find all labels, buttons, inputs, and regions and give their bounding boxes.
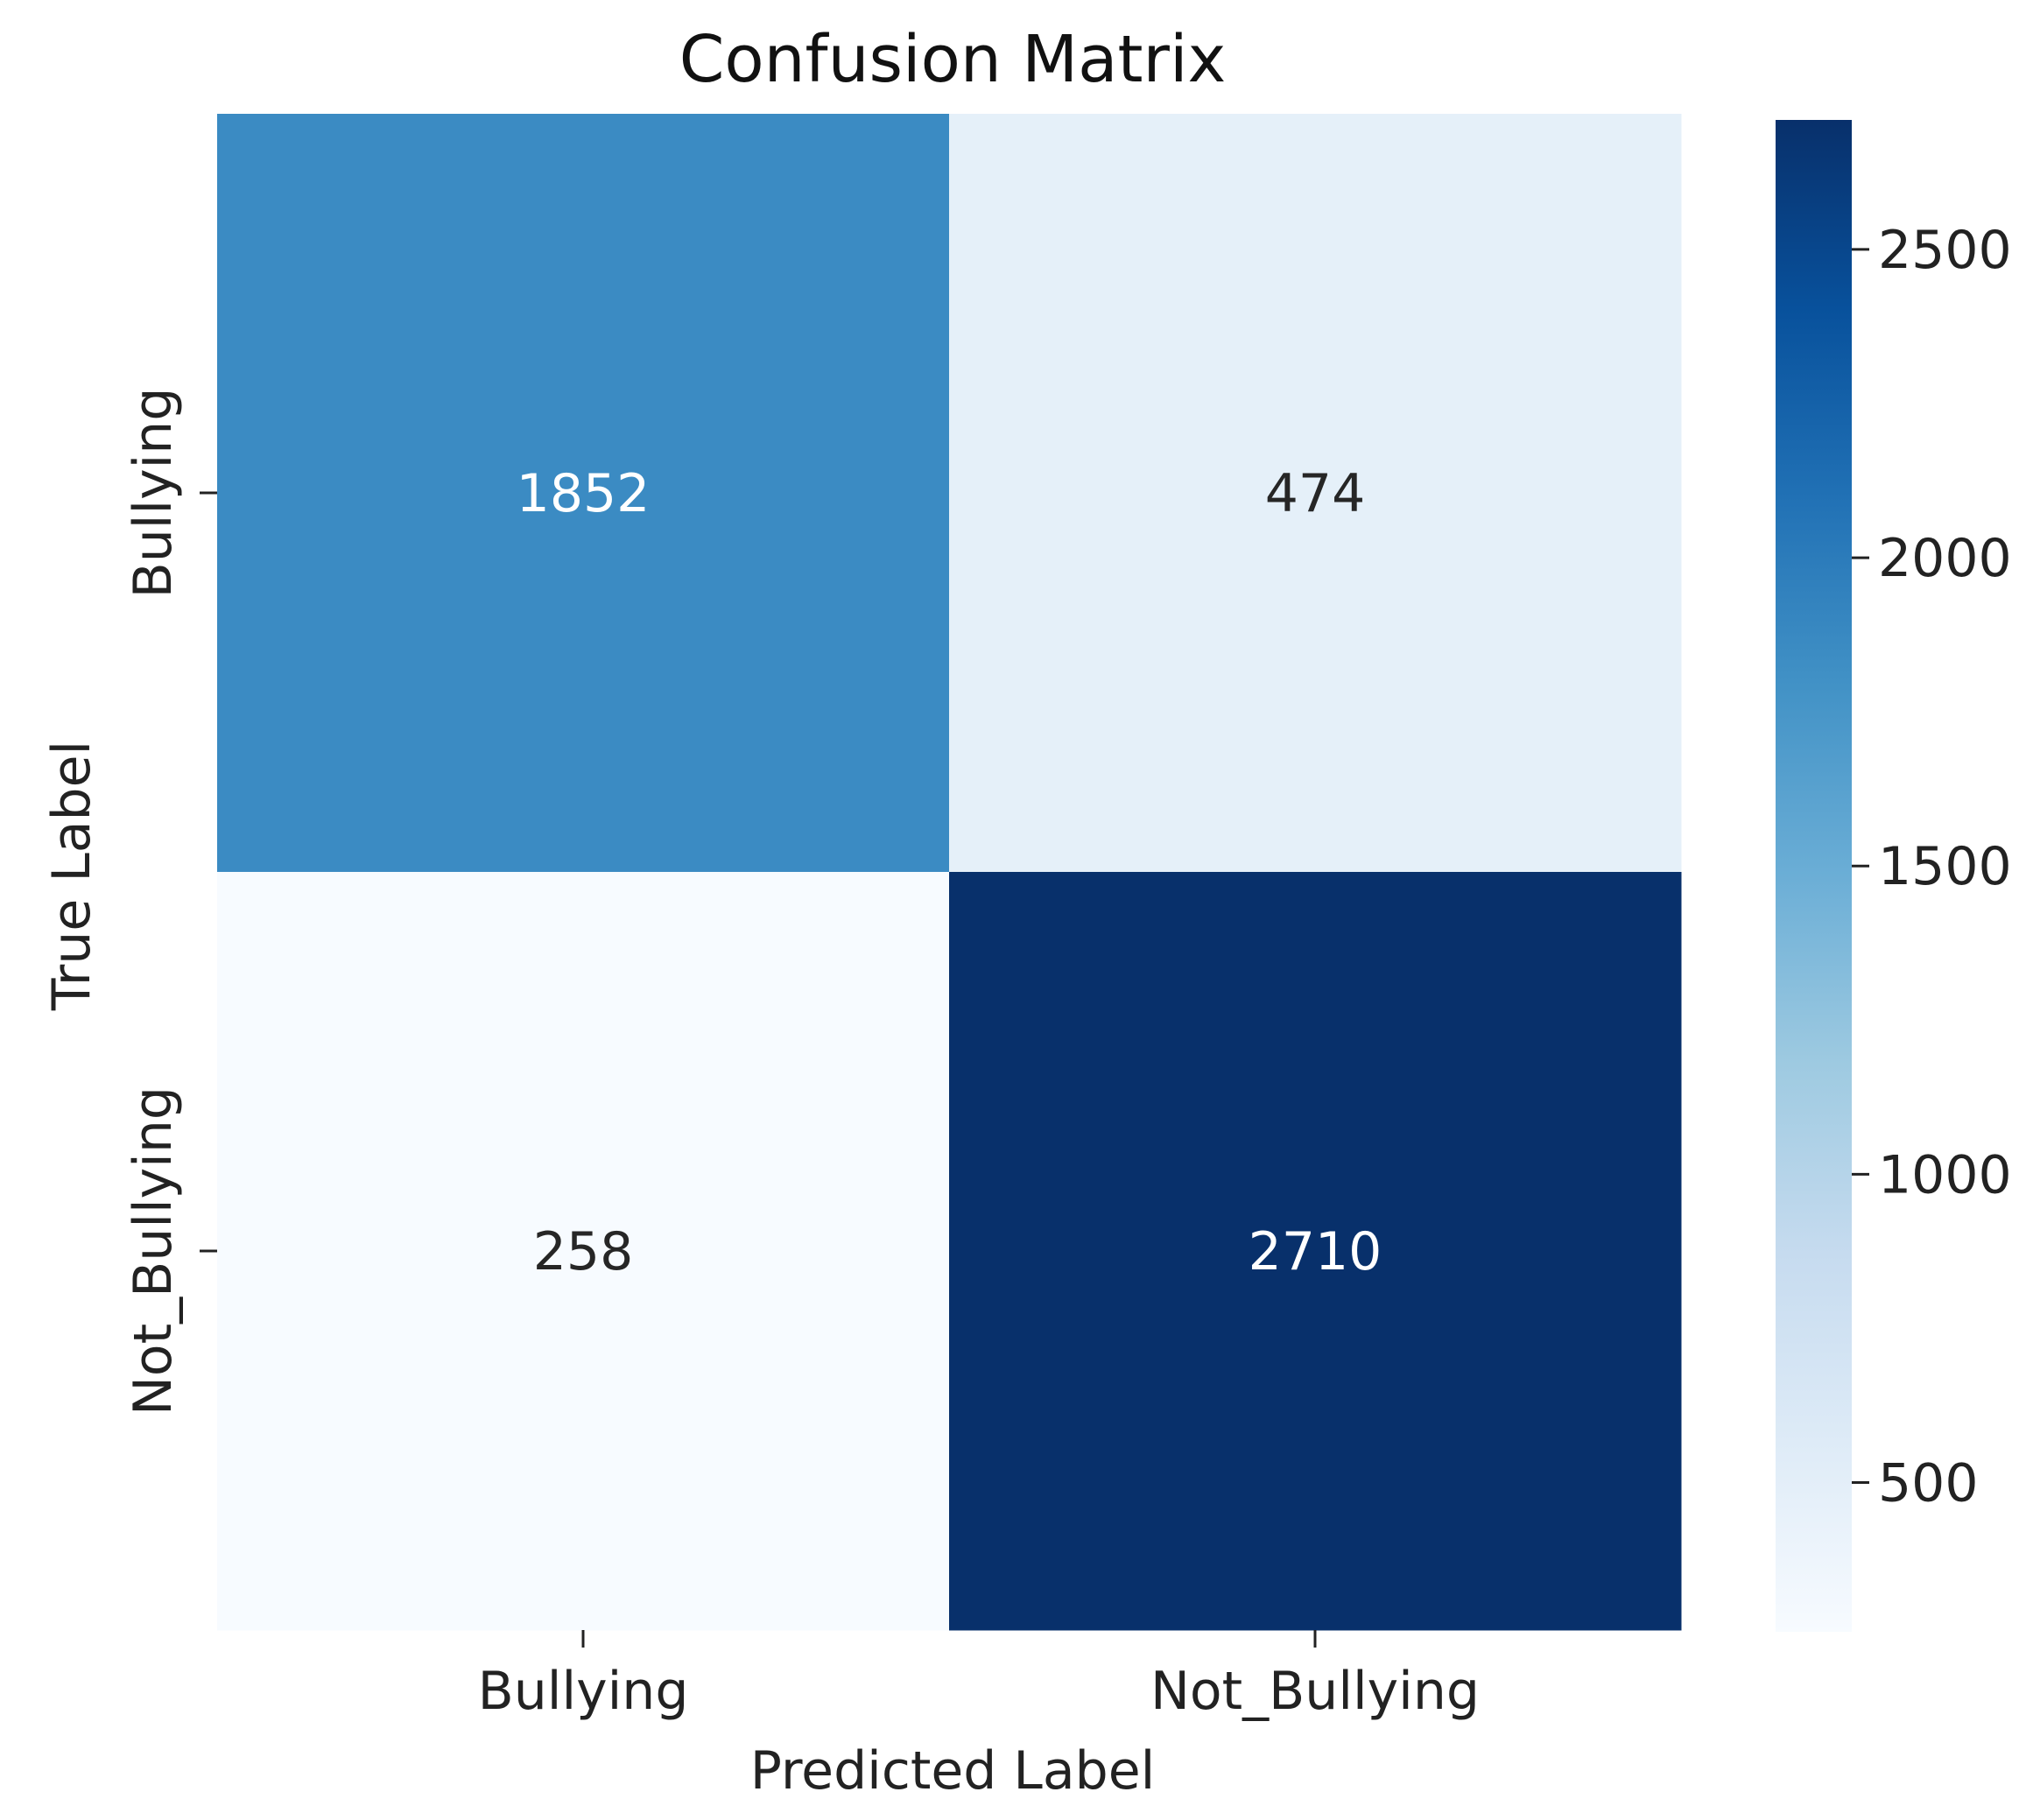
y-axis-ticks: Bullying Not_Bullying — [123, 388, 217, 1416]
colorbar — [1776, 120, 1852, 1632]
cell-value-label: 1852 — [517, 463, 651, 524]
y-tick-label: Bullying — [123, 388, 184, 599]
x-axis-ticks: Bullying Not_Bullying — [478, 1630, 1480, 1722]
cell-value-label: 2710 — [1249, 1221, 1382, 1282]
cell-value-label: 474 — [1265, 463, 1366, 524]
heatmap-cell — [949, 114, 1682, 873]
y-tick-label: Not_Bullying — [123, 1086, 184, 1416]
heatmap-cell — [949, 872, 1682, 1631]
colorbar-tick-label: 2000 — [1878, 528, 2012, 589]
chart-title: Confusion Matrix — [679, 22, 1227, 97]
colorbar-tick-label: 2500 — [1878, 220, 2012, 281]
x-axis-label: Predicted Label — [750, 1740, 1156, 1802]
heatmap-cell — [217, 114, 950, 873]
x-tick-label: Not_Bullying — [1150, 1661, 1480, 1722]
y-axis-label: True Label — [41, 741, 102, 1011]
x-tick-label: Bullying — [478, 1661, 689, 1722]
cell-value-label: 258 — [533, 1221, 634, 1282]
colorbar-ticks: 500 1000 1500 2000 2500 — [1852, 220, 2012, 1514]
colorbar-tick-label: 1000 — [1878, 1144, 2012, 1205]
colorbar-tick-label: 500 — [1878, 1453, 1979, 1514]
heatmap-cells: 1852 474 258 2710 — [217, 114, 1682, 1631]
heatmap-cell — [217, 872, 950, 1631]
colorbar-tick-label: 1500 — [1878, 836, 2012, 897]
